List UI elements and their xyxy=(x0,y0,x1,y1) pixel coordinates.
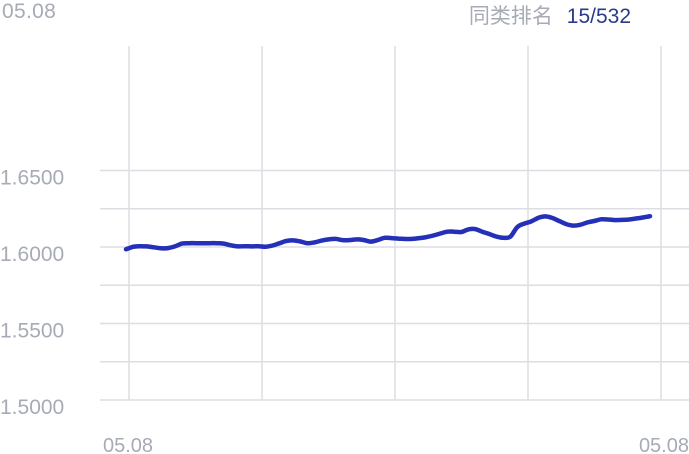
y-tick-label: 1.6000 xyxy=(0,243,64,266)
y-tick-label: 1.5000 xyxy=(0,396,64,419)
peer-rank-label: 同类排名 xyxy=(468,4,553,28)
peer-rank: 同类排名 15/532 xyxy=(469,0,631,30)
y-tick-label: 1.5500 xyxy=(0,320,64,343)
series-line xyxy=(123,213,653,252)
peer-rank-value: 15/532 xyxy=(566,5,631,28)
header-date: 05.08 xyxy=(2,0,57,23)
x-tick-label: 05.08 xyxy=(639,435,689,454)
y-tick-label: 1.6500 xyxy=(0,167,64,190)
x-tick-label: 05.08 xyxy=(103,435,153,454)
